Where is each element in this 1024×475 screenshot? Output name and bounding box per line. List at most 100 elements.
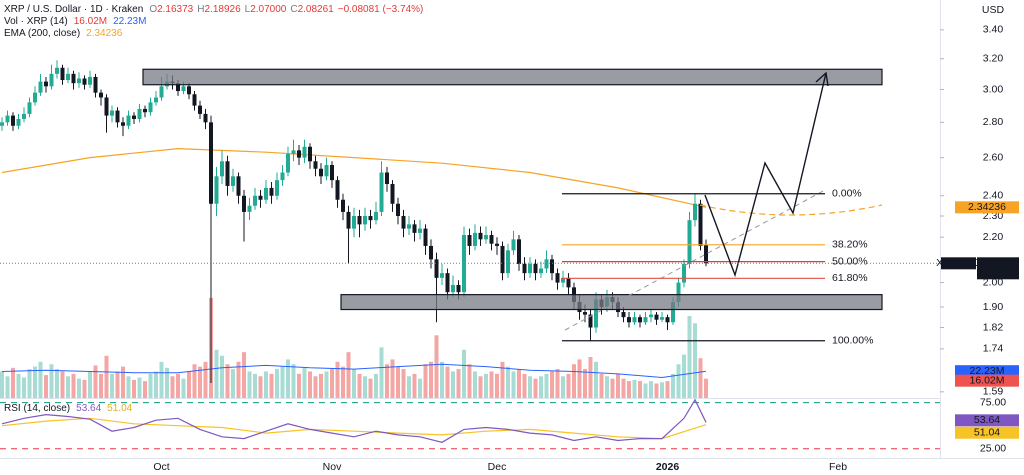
candle-body (11, 115, 15, 126)
volume-bar (434, 335, 439, 398)
candle-body (385, 172, 389, 184)
volume-bar (396, 366, 400, 398)
volume-bar (511, 371, 516, 398)
rsi-ma-line (1, 417, 707, 440)
volume-bar (429, 361, 433, 398)
volume-bar (577, 359, 582, 398)
volume-bar (55, 369, 59, 398)
volume-bar (93, 365, 98, 398)
volume-bar (583, 369, 587, 398)
candle-body (561, 277, 565, 283)
candle-body (104, 97, 109, 116)
candle-body (93, 76, 98, 93)
candle-body (209, 122, 213, 204)
volume-bar (671, 373, 675, 398)
candle-body (533, 263, 538, 274)
volume-bar (698, 358, 703, 398)
volume-bar (533, 378, 538, 398)
candle-body (588, 314, 593, 328)
candle-body (214, 176, 219, 204)
candle-body (110, 110, 114, 116)
volume-bar (99, 373, 103, 398)
ohlc-value: 2.08261 (298, 4, 335, 15)
volume-bar (517, 369, 521, 398)
candle-body (451, 284, 455, 293)
symbol-tag (941, 257, 976, 270)
volume-bar (572, 364, 576, 398)
volume-bar (49, 364, 54, 398)
volume-bar (643, 383, 648, 398)
volume-bar (66, 376, 70, 398)
ema-value: 2.34236 (86, 28, 123, 39)
volume-bar (60, 371, 65, 398)
candle-body (5, 115, 10, 123)
candle-body (88, 76, 92, 85)
volume-bar (594, 361, 598, 398)
volume-bar (654, 383, 659, 398)
volume-bar (489, 371, 494, 398)
candle-body (71, 73, 76, 84)
volume-bar (335, 361, 340, 398)
volume-bar (561, 376, 565, 398)
volume-bar (621, 378, 626, 398)
candle-body (484, 235, 488, 240)
volume-bar (346, 352, 351, 398)
legend: XRP / U.S. Dollar · 1D · Kraken O2.16373 H… (4, 4, 423, 414)
candle-body (49, 73, 54, 87)
volume-bar (632, 379, 637, 398)
volume-bar (638, 381, 642, 398)
candle-body (159, 86, 164, 98)
volume-bar (599, 373, 604, 398)
ema-projection (699, 204, 883, 216)
candle-body (676, 282, 681, 303)
candle-body (82, 78, 87, 85)
candle-body (330, 165, 334, 181)
volume-bar (687, 315, 692, 398)
candle-body (275, 180, 279, 196)
volume-bar (44, 375, 48, 398)
candle-body (137, 108, 142, 119)
candle-body (286, 153, 290, 173)
volume-bar (522, 373, 527, 398)
rsi-ma-tag-label: 51.04 (974, 427, 1000, 439)
candle-body (511, 239, 516, 251)
volume-bar (82, 379, 87, 398)
volume-bar (5, 376, 10, 398)
y-tick-label: 3.40 (983, 24, 1004, 36)
candle-body (148, 102, 153, 113)
candle-body (500, 245, 505, 274)
volume-bar (319, 373, 323, 398)
y-tick-label: 1.82 (983, 321, 1004, 333)
candle-body (16, 118, 21, 126)
volume-bar (132, 379, 136, 398)
ema-tag-label: 2.34236 (968, 201, 1006, 213)
volume-bar (555, 369, 560, 398)
volume-tag (955, 374, 1019, 387)
volume-bar (176, 373, 180, 398)
y-tick-label: 3.00 (983, 83, 1004, 95)
candle-body (302, 146, 307, 158)
candle-body (66, 73, 70, 81)
candle-body (621, 312, 626, 318)
volume-bar (0, 371, 4, 398)
volume-bar (352, 369, 356, 398)
volume-bar (220, 355, 224, 398)
volume-bar (269, 373, 274, 398)
candle-body (297, 150, 301, 158)
volume-bar (500, 361, 505, 398)
y-tick-label: 2.60 (983, 151, 1004, 163)
volume-bar (236, 361, 241, 398)
candle-body (27, 102, 32, 114)
volume-bar (27, 369, 32, 398)
candle-body (539, 268, 543, 274)
change: −0.08081 (−3.74%) (338, 4, 424, 15)
volume-bar (77, 378, 81, 398)
volume-bar (154, 371, 158, 398)
volume-ma-line (1, 363, 707, 379)
candle-body (423, 228, 428, 246)
candle-body (55, 67, 59, 74)
x-tick-label: Feb (829, 461, 847, 473)
candle-body (121, 122, 125, 126)
volume-ma-tag (955, 365, 1019, 378)
